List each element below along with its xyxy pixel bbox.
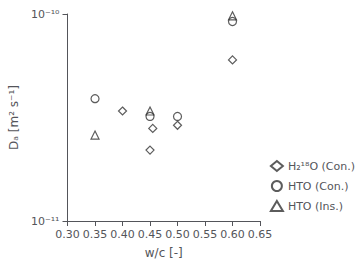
svg-text:HTO (Ins.): HTO (Ins.) [288,200,343,213]
svg-text:H₂¹⁸O (Con.): H₂¹⁸O (Con.) [288,160,355,173]
svg-text:Dₐ [m² s⁻¹]: Dₐ [m² s⁻¹] [7,85,21,150]
svg-text:0.35: 0.35 [83,228,108,241]
svg-text:HTO (Con.): HTO (Con.) [288,180,349,193]
svg-text:w/c [-]: w/c [-] [145,246,183,260]
svg-text:0.45: 0.45 [138,228,163,241]
svg-text:0.50: 0.50 [165,228,190,241]
svg-text:10⁻¹⁰: 10⁻¹⁰ [31,8,60,21]
svg-text:0.40: 0.40 [110,228,135,241]
svg-text:0.65: 0.65 [248,228,273,241]
svg-text:0.55: 0.55 [193,228,218,241]
svg-text:10⁻¹¹: 10⁻¹¹ [31,215,60,228]
svg-text:0.30: 0.30 [55,228,80,241]
svg-text:0.60: 0.60 [220,228,245,241]
